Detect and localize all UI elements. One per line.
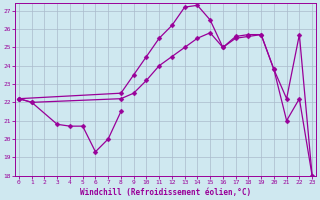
X-axis label: Windchill (Refroidissement éolien,°C): Windchill (Refroidissement éolien,°C)	[80, 188, 251, 197]
